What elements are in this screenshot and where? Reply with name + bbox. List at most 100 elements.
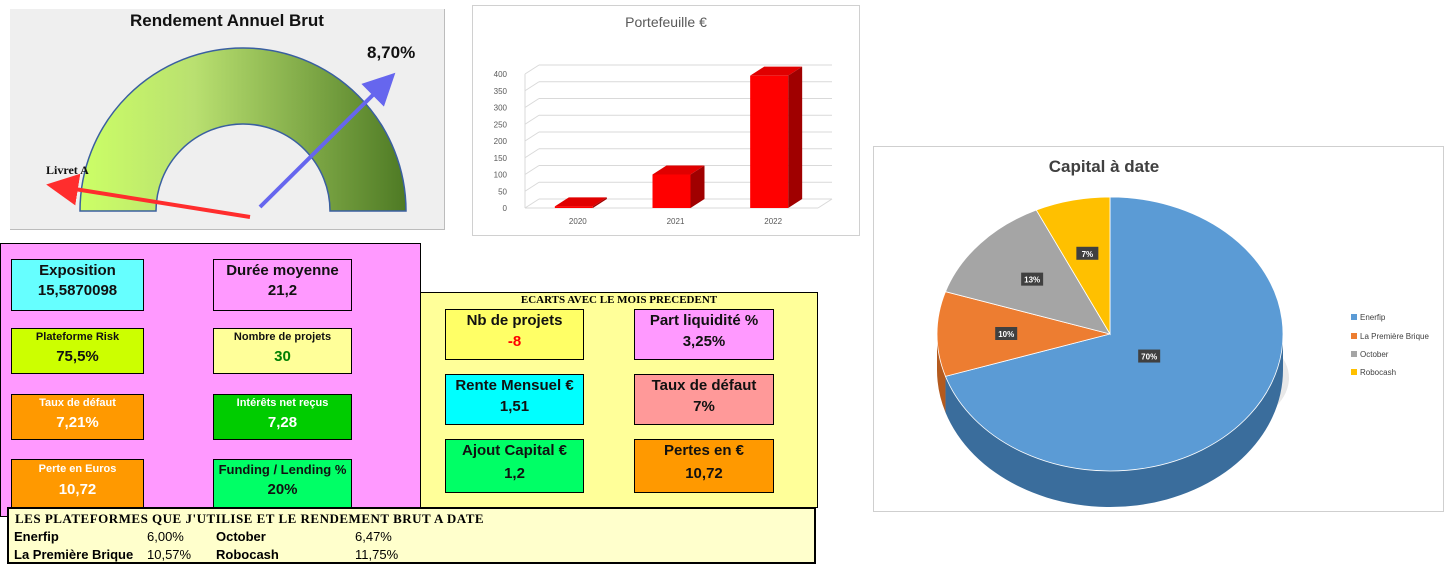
livret-a-arrow (46, 173, 251, 219)
pie-slice (944, 196, 1284, 472)
ecart-nb-projets-label: Nb de projets (466, 312, 563, 329)
y-tick-label: 100 (494, 171, 508, 180)
gridline-depth (524, 165, 540, 175)
funding-value: 20% (267, 481, 298, 498)
ecarts-panel: ECARTS AVEC LE MOIS PRECEDENT Nb de proj… (420, 292, 818, 508)
gridline-depth (524, 81, 540, 92)
ecart-liquidite-value: 3,25% (682, 333, 726, 350)
pie-slice (944, 209, 1111, 335)
pie-label-bg (995, 327, 1018, 340)
bar-side (690, 165, 705, 208)
gridline-depth (524, 131, 540, 142)
legend-item-october: October (1351, 350, 1388, 359)
platform-rate: 6,00% (147, 529, 184, 544)
platforms-title: LES PLATEFORMES QUE J'UTILISE ET LE REND… (15, 511, 485, 526)
ecart-rente-value: 1,51 (499, 398, 530, 415)
pie-data-label: 13% (1024, 276, 1040, 285)
nb-projets-card: Nombre de projets 30 (213, 328, 352, 374)
legend-item-premiere-brique: La Première Brique (1351, 332, 1429, 341)
y-tick-label: 400 (494, 70, 508, 79)
gridline-depth (524, 148, 540, 159)
funding-card: Funding / Lending % 20% (213, 459, 352, 510)
ecart-ajout-label: Ajout Capital € (461, 442, 567, 459)
pie-data-label: 10% (998, 330, 1014, 339)
nb-projets-label: Nombre de projets (233, 331, 332, 343)
ecart-pertes-value: 10,72 (685, 465, 723, 482)
ecarts-title: ECARTS AVEC LE MOIS PRECEDENT (520, 294, 718, 306)
y-tick-label: 150 (494, 154, 508, 163)
legend-label: Enerfip (1360, 313, 1386, 322)
legend-swatch (1351, 314, 1357, 320)
platform-rate: 11,75% (355, 547, 399, 562)
legend-label: Robocash (1360, 368, 1397, 377)
ecart-liquidite-label: Part liquidité % (649, 312, 759, 329)
gauge-reference-label: Livret A (46, 163, 89, 177)
duree-label: Durée moyenne (226, 262, 339, 279)
legend-label: La Première Brique (1360, 332, 1429, 341)
perte-label: Perte en Euros (38, 463, 117, 475)
gridline-depth (524, 114, 540, 125)
pie-slice (1035, 196, 1111, 336)
ecart-pertes-card: Pertes en € 10,72 (634, 439, 774, 493)
y-tick-label: 0 (503, 204, 508, 213)
gridline-depth (524, 181, 540, 192)
gauge-arc (79, 47, 407, 212)
yield-arrow (258, 72, 396, 209)
bar-top (750, 66, 803, 76)
y-tick-label: 200 (494, 137, 508, 146)
risk-label: Plateforme Risk (35, 331, 120, 343)
perte-value: 10,72 (58, 481, 97, 498)
ecart-liquidite-card: Part liquidité % 3,25% (634, 309, 774, 360)
pie-data-label: 70% (1141, 353, 1157, 362)
bar-side (592, 197, 607, 208)
interets-label: Intérêts net reçus (236, 397, 329, 409)
ecart-taux-card: Taux de défaut 7% (634, 374, 774, 425)
perte-card: Perte en Euros 10,72 (11, 459, 144, 510)
interets-card: Intérêts net reçus 7,28 (213, 394, 352, 440)
y-tick-label: 350 (494, 87, 508, 96)
pie-slice-side (945, 334, 1283, 507)
bar (652, 174, 691, 208)
risk-value: 75,5% (56, 348, 99, 365)
y-tick-label: 50 (498, 187, 507, 196)
ecart-ajout-value: 1,2 (504, 465, 525, 482)
legend-item-robocash: Robocash (1351, 368, 1396, 377)
bar (750, 75, 789, 208)
platform-rate: 10,57% (147, 547, 192, 562)
floor-side (817, 198, 833, 209)
platform-rate: 6,47% (355, 529, 392, 544)
exposition-value: 15,5870098 (37, 282, 118, 299)
ecart-taux-value: 7% (693, 398, 715, 415)
x-tick-label: 2021 (667, 217, 685, 226)
ecart-nb-projets-value: -8 (507, 333, 522, 350)
gridline-depth (524, 64, 540, 75)
bar-top (652, 165, 705, 175)
ecart-rente-card: Rente Mensuel € 1,51 (445, 374, 584, 425)
taux-defaut-value: 7,21% (56, 414, 99, 431)
legend-swatch (1351, 351, 1357, 357)
pie-slice (936, 291, 1111, 377)
pie-chart-plot: 70% 10% 13% 7% (936, 196, 1289, 507)
exposition-card: Exposition 15,5870098 (11, 259, 144, 311)
legend-label: October (1360, 350, 1389, 359)
x-tick-label: 2022 (764, 217, 782, 226)
ecart-taux-label: Taux de défaut (651, 377, 757, 394)
gauge-graphic (46, 47, 407, 219)
indicators-panel: Exposition 15,5870098 Durée moyenne 21,2… (0, 243, 421, 517)
bar-top (554, 197, 607, 207)
legend-swatch (1351, 369, 1357, 375)
duree-value: 21,2 (267, 282, 298, 299)
ecart-ajout-card: Ajout Capital € 1,2 (445, 439, 584, 493)
gauge-value: 8,70% (367, 43, 416, 62)
platforms-panel: LES PLATEFORMES QUE J'UTILISE ET LE REND… (7, 507, 816, 564)
pie-label-bg (1076, 246, 1099, 260)
platform-name: October (216, 529, 266, 544)
pie-chart-title: Capital à date (1048, 157, 1160, 176)
platform-name: Robocash (216, 547, 279, 562)
gauge-title: Rendement Annuel Brut (130, 11, 324, 30)
nb-projets-value: 30 (274, 348, 291, 365)
capital-pie-chart: Capital à date 70% 10% 13% 7% Enerfip La Pr… (873, 146, 1444, 512)
y-tick-label: 300 (494, 104, 508, 113)
legend-item-enerfip: Enerfip (1351, 313, 1385, 322)
gridline-depth (524, 198, 540, 209)
